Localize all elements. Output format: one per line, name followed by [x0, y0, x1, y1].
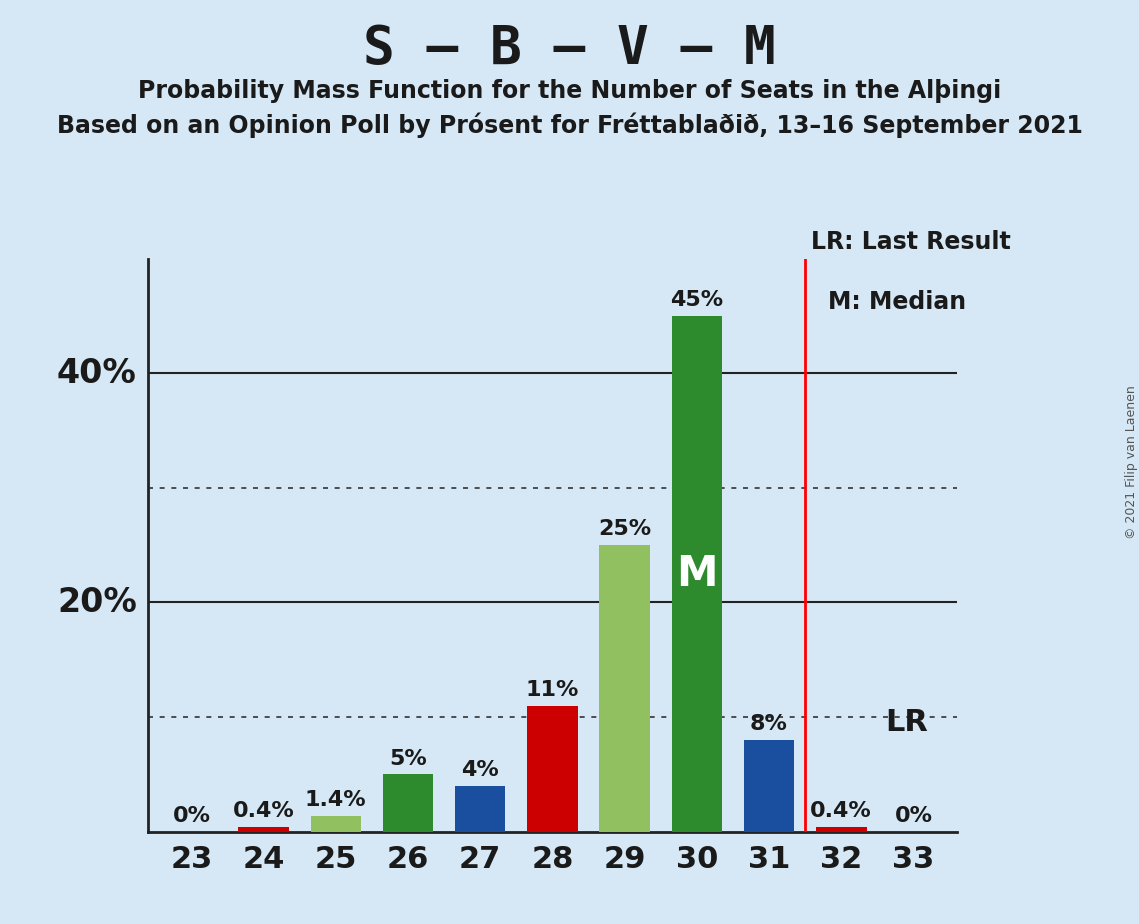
Text: 20%: 20% — [57, 586, 137, 619]
Text: 0.4%: 0.4% — [232, 801, 295, 821]
Bar — [816, 827, 867, 832]
Text: 0.4%: 0.4% — [810, 801, 872, 821]
Text: 8%: 8% — [751, 714, 788, 735]
Text: 1.4%: 1.4% — [305, 790, 367, 809]
Bar — [454, 785, 506, 832]
Text: 4%: 4% — [461, 760, 499, 780]
Text: 0%: 0% — [172, 806, 211, 826]
Text: LR: LR — [885, 709, 927, 737]
Bar — [311, 816, 361, 832]
Text: LR: Last Result: LR: Last Result — [811, 230, 1010, 254]
Text: S – B – V – M: S – B – V – M — [363, 23, 776, 75]
Text: 40%: 40% — [57, 357, 137, 390]
Text: 5%: 5% — [390, 748, 427, 769]
Text: 11%: 11% — [526, 680, 579, 699]
Text: 45%: 45% — [670, 290, 723, 310]
Text: © 2021 Filip van Laenen: © 2021 Filip van Laenen — [1124, 385, 1138, 539]
Bar — [672, 316, 722, 832]
Text: M: M — [677, 553, 718, 595]
Text: 25%: 25% — [598, 519, 652, 540]
Bar — [744, 740, 794, 832]
Bar — [383, 774, 433, 832]
Text: 0%: 0% — [894, 806, 933, 826]
Bar — [527, 706, 577, 832]
Text: Probability Mass Function for the Number of Seats in the Alþingi: Probability Mass Function for the Number… — [138, 79, 1001, 103]
Bar — [599, 545, 650, 832]
Text: Based on an Opinion Poll by Prósent for Fréttablaðið, 13–16 September 2021: Based on an Opinion Poll by Prósent for … — [57, 113, 1082, 139]
Text: M: Median: M: Median — [828, 290, 966, 314]
Bar — [238, 827, 289, 832]
